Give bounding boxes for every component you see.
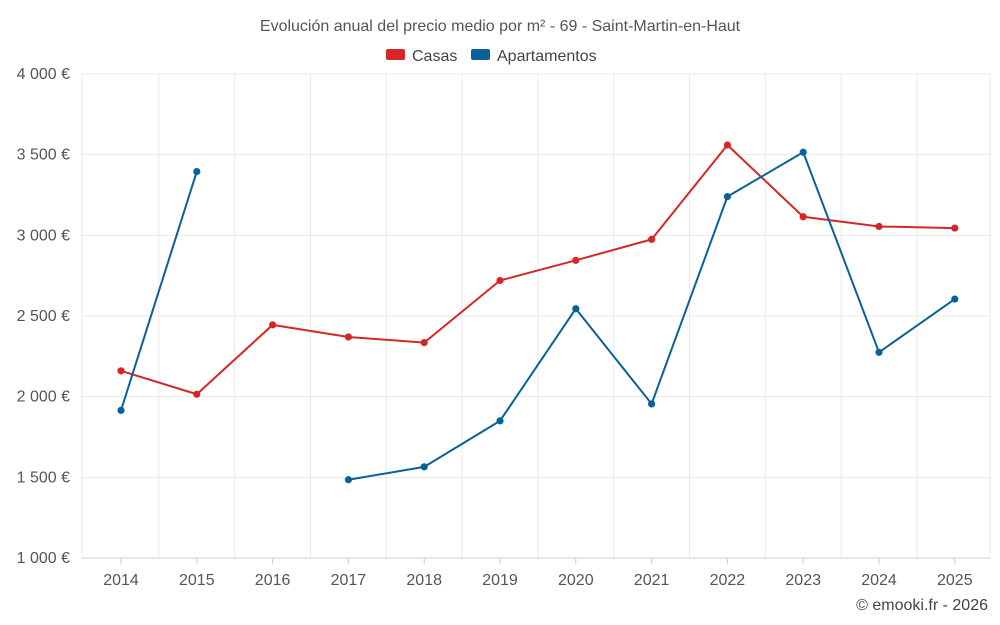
x-tick-label: 2018: [406, 572, 442, 589]
y-tick-label: 1 000 €: [17, 550, 70, 567]
y-tick-label: 3 500 €: [17, 147, 70, 164]
data-point: [951, 295, 959, 303]
data-point: [648, 235, 656, 243]
data-point: [799, 213, 807, 221]
chart-title: Evolución anual del precio medio por m² …: [260, 18, 741, 35]
data-point: [496, 276, 504, 285]
axes: 1 000 € 1 500 € 2 000 € 2 500 € 3 000 € 3 500…: [17, 66, 990, 589]
data-point: [572, 305, 580, 313]
x-tick-label: 2015: [179, 572, 215, 589]
x-tick-label: 2016: [255, 572, 291, 589]
data-point: [193, 390, 201, 398]
data-point: [799, 148, 807, 156]
legend-swatch: [471, 49, 490, 60]
legend: Casas Apartamentos: [386, 48, 597, 65]
data-point: [648, 400, 656, 408]
x-tick-label: 2025: [937, 572, 973, 589]
x-tick-label: 2020: [558, 572, 594, 589]
legend-label: Casas: [412, 48, 457, 65]
series-casas: [117, 141, 959, 398]
data-point: [117, 406, 125, 414]
data-point: [496, 417, 504, 425]
data-point: [723, 193, 732, 201]
data-point: [951, 224, 959, 232]
x-tick-label: 2021: [634, 572, 670, 589]
data-point: [420, 339, 428, 347]
data-point: [117, 367, 125, 375]
data-point: [193, 168, 201, 176]
data-point: [875, 222, 883, 231]
series-apartamentos: [117, 148, 959, 484]
data-point: [875, 348, 883, 356]
series-line: [120, 143, 955, 396]
x-tick-label: 2017: [331, 572, 367, 589]
x-tick-label: 2019: [482, 572, 518, 589]
legend-label: Apartamentos: [497, 48, 597, 65]
x-tick-label: 2014: [103, 572, 139, 589]
series-layer: [117, 141, 959, 484]
y-tick-label: 3 000 €: [17, 227, 70, 244]
x-tick-label: 2024: [861, 572, 897, 589]
data-point: [344, 333, 352, 341]
x-tick-label: 2022: [710, 572, 746, 589]
series-line: [120, 171, 198, 411]
y-tick-label: 2 000 €: [17, 389, 70, 406]
y-tick-label: 2 500 €: [17, 308, 70, 325]
data-point: [572, 256, 580, 264]
grid: [81, 73, 991, 558]
data-point: [269, 321, 277, 329]
legend-swatch: [386, 49, 405, 60]
x-tick-label: 2023: [785, 572, 821, 589]
data-point: [420, 463, 428, 471]
data-point: [723, 141, 732, 149]
y-tick-label: 4 000 €: [17, 66, 70, 83]
y-tick-label: 1 500 €: [17, 469, 70, 486]
credit-text: © emooki.fr - 2026: [856, 597, 988, 614]
data-point: [344, 476, 352, 484]
